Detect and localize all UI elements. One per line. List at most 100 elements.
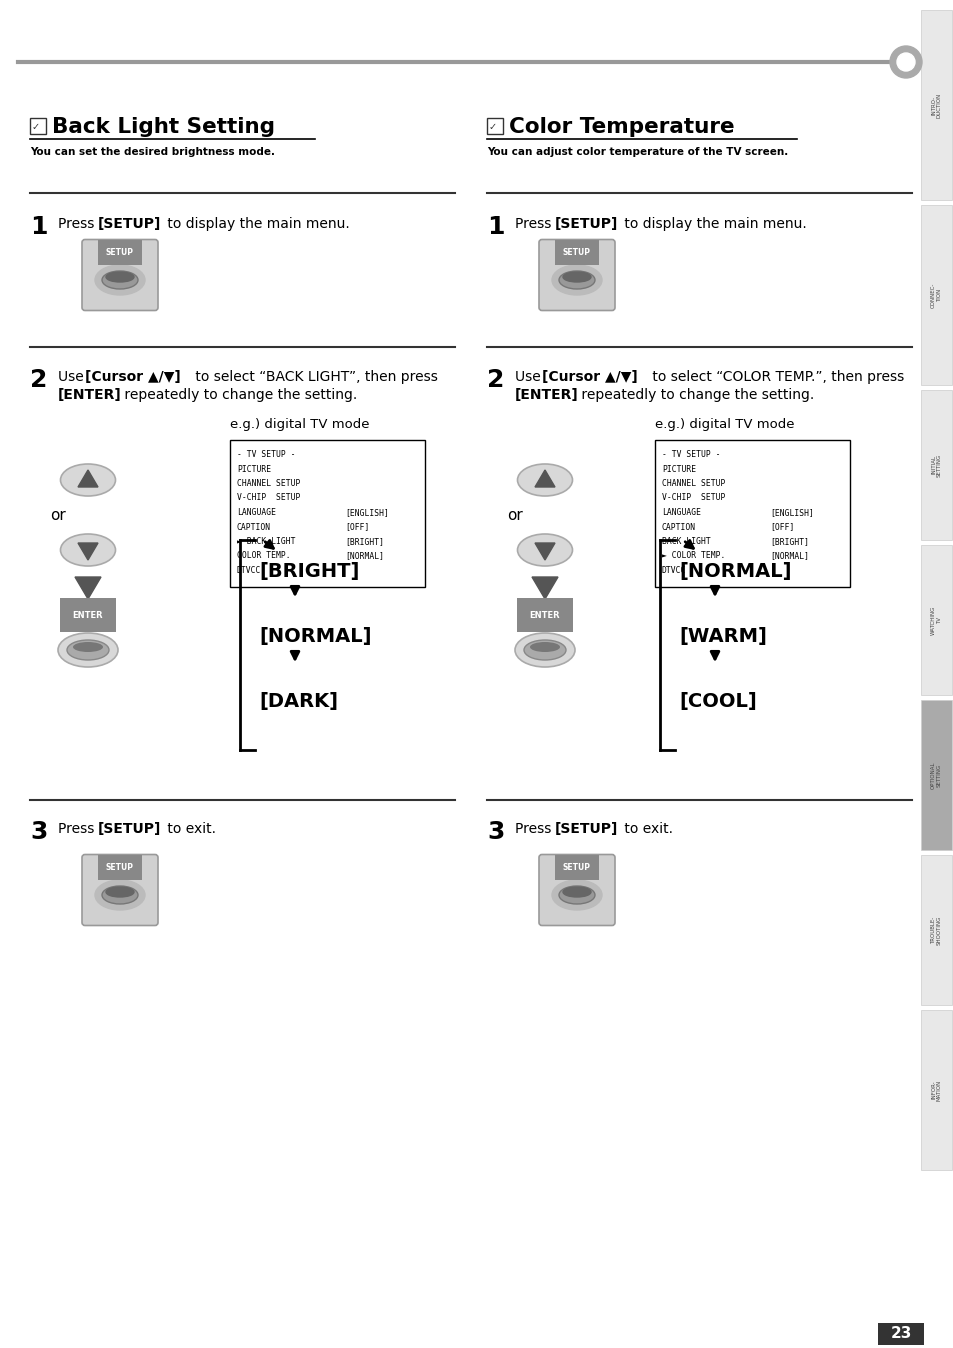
Text: e.g.) digital TV mode: e.g.) digital TV mode [655,418,794,431]
Text: 23: 23 [889,1326,911,1341]
Polygon shape [532,577,558,599]
Ellipse shape [60,534,115,566]
FancyBboxPatch shape [538,855,615,926]
Bar [920,700,951,851]
Bar [655,439,849,586]
Bar [920,855,951,1006]
Ellipse shape [558,886,595,905]
Text: BACK LIGHT: BACK LIGHT [661,537,710,546]
Text: CONNEC-
TION: CONNEC- TION [930,282,941,307]
Text: - TV SETUP -: - TV SETUP - [661,450,720,460]
Text: [ENGLISH]: [ENGLISH] [345,508,389,518]
Bar [877,1322,923,1345]
Text: CHANNEL SETUP: CHANNEL SETUP [236,479,300,488]
Text: or: or [50,507,66,523]
Ellipse shape [530,642,559,652]
Ellipse shape [552,880,601,910]
Text: 1: 1 [30,214,48,239]
Text: You can set the desired brightness mode.: You can set the desired brightness mode. [30,147,274,156]
Ellipse shape [517,534,572,566]
Text: [SETUP]: [SETUP] [98,217,161,231]
Text: to display the main menu.: to display the main menu. [163,217,350,231]
Text: TROUBLE-
SHOOTING: TROUBLE- SHOOTING [930,915,941,945]
Text: [BRIGHT]: [BRIGHT] [345,537,384,546]
Polygon shape [535,470,555,487]
Ellipse shape [552,266,601,295]
Text: PICTURE: PICTURE [236,465,271,473]
Text: 1: 1 [486,214,504,239]
Text: ✓: ✓ [489,123,497,132]
Ellipse shape [60,464,115,496]
Text: [Cursor ▲/▼]: [Cursor ▲/▼] [85,369,180,384]
Bar [30,119,46,133]
Text: SETUP: SETUP [562,863,590,872]
Ellipse shape [73,642,103,652]
Bar [920,1010,951,1170]
Text: V-CHIP  SETUP: V-CHIP SETUP [236,493,300,503]
Bar [230,439,424,586]
Text: [ENGLISH]: [ENGLISH] [769,508,813,518]
Text: LANGUAGE: LANGUAGE [236,508,275,518]
Text: OPTIONAL
SETTING: OPTIONAL SETTING [930,762,941,789]
Text: INFOR-
MATION: INFOR- MATION [930,1080,941,1100]
Ellipse shape [523,640,565,661]
Text: Press: Press [58,822,99,836]
Ellipse shape [95,880,145,910]
Text: CHANNEL SETUP: CHANNEL SETUP [661,479,724,488]
Text: to select “BACK LIGHT”, then press: to select “BACK LIGHT”, then press [191,369,437,384]
Text: to display the main menu.: to display the main menu. [619,217,806,231]
Text: [OFF]: [OFF] [345,523,369,531]
Text: [COOL]: [COOL] [679,692,756,710]
Text: You can adjust color temperature of the TV screen.: You can adjust color temperature of the … [486,147,787,156]
Polygon shape [75,577,101,599]
Ellipse shape [95,266,145,295]
Text: [NORMAL]: [NORMAL] [769,551,808,561]
Ellipse shape [517,464,572,496]
Text: [OFF]: [OFF] [769,523,794,531]
Text: INTRO-
DUCTION: INTRO- DUCTION [930,93,941,117]
Text: [BRIGHT]: [BRIGHT] [258,562,359,581]
Text: V-CHIP  SETUP: V-CHIP SETUP [661,493,724,503]
Text: Press: Press [515,822,556,836]
Polygon shape [535,543,555,559]
Text: or: or [506,507,522,523]
Text: [DARK]: [DARK] [258,692,337,710]
Text: LANGUAGE: LANGUAGE [661,508,700,518]
Ellipse shape [58,634,118,667]
Bar [486,119,502,133]
Text: Press: Press [515,217,556,231]
Bar [920,9,951,200]
Ellipse shape [102,271,138,288]
Text: [NORMAL]: [NORMAL] [345,551,384,561]
Text: Use: Use [515,369,544,384]
FancyBboxPatch shape [82,240,158,310]
Bar [920,390,951,541]
Text: ► COLOR TEMP.: ► COLOR TEMP. [661,551,724,561]
Text: repeatedly to change the setting.: repeatedly to change the setting. [577,388,814,402]
Ellipse shape [515,634,575,667]
Text: to exit.: to exit. [163,822,215,836]
Text: Use: Use [58,369,88,384]
Text: Back Light Setting: Back Light Setting [52,117,274,137]
Text: SETUP: SETUP [106,248,133,257]
Text: [Cursor ▲/▼]: [Cursor ▲/▼] [541,369,638,384]
Text: 2: 2 [486,368,504,392]
Ellipse shape [558,271,595,288]
Circle shape [889,46,921,78]
Text: CAPTION: CAPTION [236,523,271,531]
Polygon shape [78,543,98,559]
Text: CAPTION: CAPTION [661,523,696,531]
Text: [SETUP]: [SETUP] [555,822,618,836]
Text: COLOR TEMP.: COLOR TEMP. [236,551,291,561]
Text: [SETUP]: [SETUP] [98,822,161,836]
Text: 3: 3 [30,820,48,844]
Text: 3: 3 [486,820,504,844]
Text: Color Temperature: Color Temperature [509,117,734,137]
Text: [SETUP]: [SETUP] [555,217,618,231]
Text: 2: 2 [30,368,48,392]
Text: Press: Press [58,217,99,231]
Ellipse shape [106,272,133,282]
Text: WATCHING
TV: WATCHING TV [930,605,941,635]
Circle shape [896,53,914,71]
Text: [ENTER]: [ENTER] [515,388,578,402]
